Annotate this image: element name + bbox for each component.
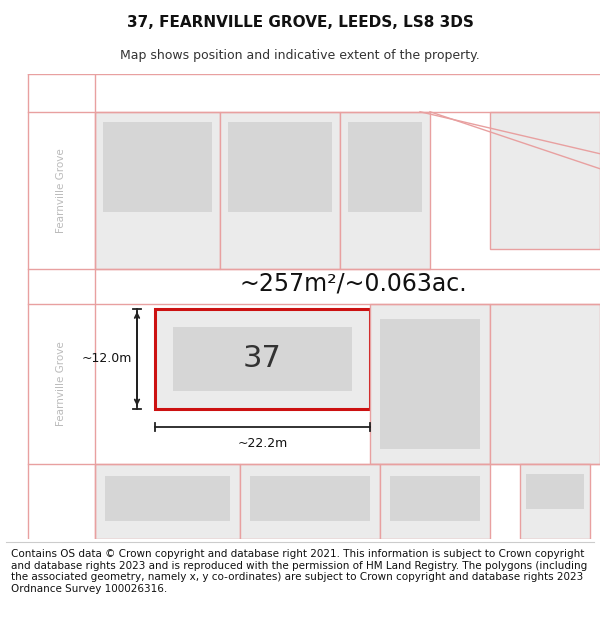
Bar bbox=[103, 122, 212, 212]
Bar bbox=[348, 122, 422, 212]
Text: Fearnville Grove: Fearnville Grove bbox=[56, 341, 67, 426]
Bar bbox=[390, 476, 480, 521]
Text: Map shows position and indicative extent of the property.: Map shows position and indicative extent… bbox=[120, 49, 480, 62]
Text: Fearnville Grove: Fearnville Grove bbox=[56, 148, 67, 232]
Bar bbox=[95, 112, 220, 269]
Bar bbox=[173, 327, 352, 391]
Bar bbox=[520, 464, 590, 539]
Bar bbox=[28, 74, 600, 112]
Text: 37, FEARNVILLE GROVE, LEEDS, LS8 3DS: 37, FEARNVILLE GROVE, LEEDS, LS8 3DS bbox=[127, 14, 473, 29]
Text: 37: 37 bbox=[243, 344, 282, 373]
Bar bbox=[380, 464, 490, 539]
Text: Contains OS data © Crown copyright and database right 2021. This information is : Contains OS data © Crown copyright and d… bbox=[11, 549, 587, 594]
Bar bbox=[370, 304, 490, 464]
Bar bbox=[250, 476, 370, 521]
Bar bbox=[28, 464, 600, 539]
Bar bbox=[380, 319, 480, 449]
Text: ~257m²/~0.063ac.: ~257m²/~0.063ac. bbox=[240, 272, 467, 296]
Bar bbox=[340, 112, 430, 269]
Bar bbox=[28, 269, 600, 304]
Bar bbox=[526, 474, 584, 509]
Text: ~12.0m: ~12.0m bbox=[82, 352, 132, 365]
Bar bbox=[105, 476, 230, 521]
Bar bbox=[490, 112, 600, 249]
Bar bbox=[155, 309, 370, 409]
Bar bbox=[155, 309, 370, 409]
Text: ~22.2m: ~22.2m bbox=[238, 437, 287, 450]
Bar bbox=[228, 122, 332, 212]
Bar bbox=[220, 112, 340, 269]
Bar bbox=[240, 464, 380, 539]
Bar bbox=[28, 74, 95, 539]
Bar bbox=[95, 464, 240, 539]
Bar bbox=[490, 304, 600, 464]
